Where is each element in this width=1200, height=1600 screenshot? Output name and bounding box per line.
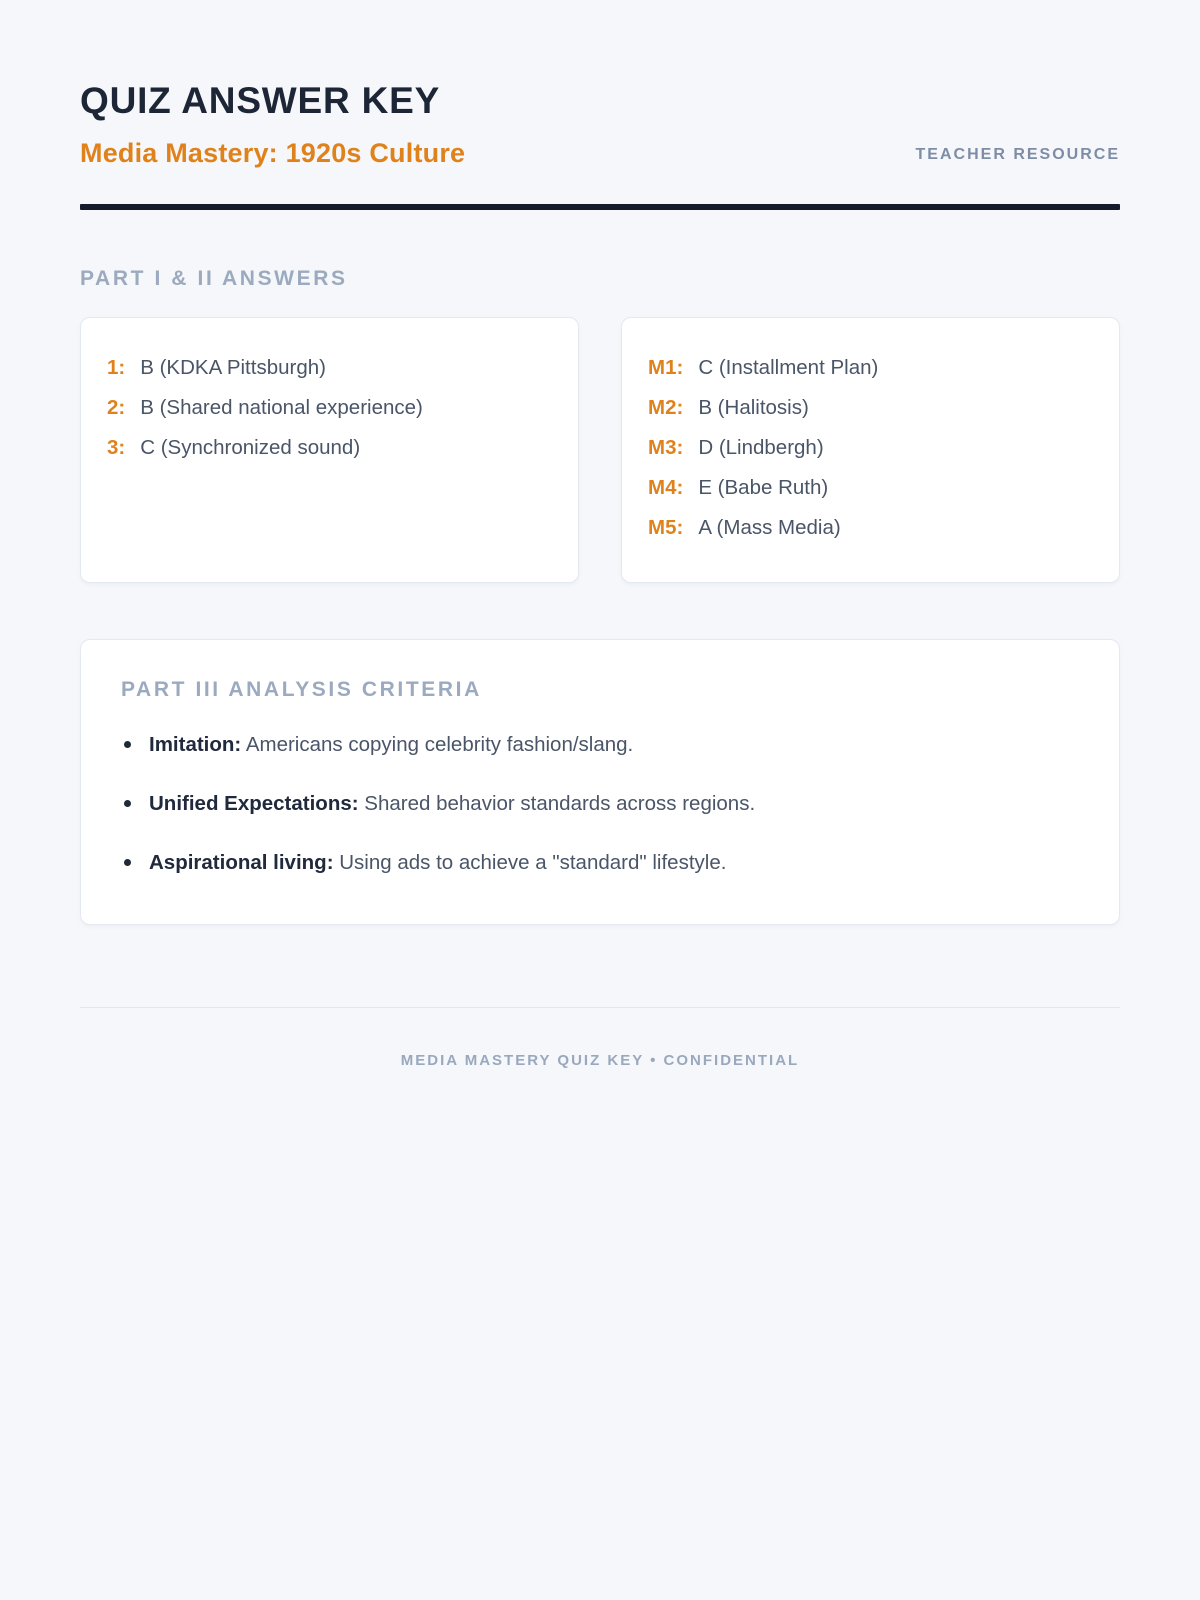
criterion-description: Using ads to achieve a "standard" lifest… xyxy=(339,850,727,874)
answer-text: C (Installment Plan) xyxy=(698,355,879,379)
header: QUIZ ANSWER KEY Media Mastery: 1920s Cul… xyxy=(80,80,1120,169)
bullet-icon xyxy=(124,740,131,748)
criterion-term: Imitation: xyxy=(149,732,242,756)
answer-number: 3: xyxy=(107,435,126,459)
answer-text: B (Halitosis) xyxy=(698,395,809,419)
criterion-term: Unified Expectations: xyxy=(149,791,359,815)
answers-section-heading: PART I & II ANSWERS xyxy=(80,266,348,290)
answer-row: M4: E (Babe Ruth) xyxy=(648,468,1093,508)
answer-number: 2: xyxy=(107,395,126,419)
answer-row: M3: D (Lindbergh) xyxy=(648,428,1093,468)
criterion-description: Americans copying celebrity fashion/slan… xyxy=(245,732,634,756)
criterion-item: Unified Expectations: Shared behavior st… xyxy=(121,791,1079,817)
answer-text: B (KDKA Pittsburgh) xyxy=(140,355,326,379)
criterion-item: Imitation: Americans copying celebrity f… xyxy=(121,732,1079,758)
header-divider xyxy=(80,203,1120,210)
answer-number: M5: xyxy=(648,515,684,539)
bullet-icon xyxy=(124,858,131,866)
page-title: QUIZ ANSWER KEY xyxy=(80,80,441,121)
criterion-term: Aspirational living: xyxy=(149,850,334,874)
page-subtitle: Media Mastery: 1920s Culture xyxy=(80,137,466,168)
part1-answers-card: 1: B (KDKA Pittsburgh) 2: B (Shared nation… xyxy=(80,316,579,583)
answer-number: M4: xyxy=(648,475,684,499)
answer-row: 3: C (Synchronized sound) xyxy=(107,428,552,468)
answer-row: M5: A (Mass Media) xyxy=(648,508,1093,548)
criterion-description: Shared behavior standards across regions… xyxy=(364,791,756,815)
answer-text: B (Shared national experience) xyxy=(140,395,423,419)
answer-row: 1: B (KDKA Pittsburgh) xyxy=(107,348,552,388)
answer-row: 2: B (Shared national experience) xyxy=(107,388,552,428)
analysis-section-heading: PART III ANALYSIS CRITERIA xyxy=(121,677,482,701)
answers-cards-row: 1: B (KDKA Pittsburgh) 2: B (Shared nation… xyxy=(80,316,1120,583)
analysis-criteria-card: PART III ANALYSIS CRITERIA Imitation: Am… xyxy=(80,638,1120,925)
part2-answers-card: M1: C (Installment Plan) M2: B (Halitosis)… xyxy=(621,316,1120,583)
answer-text: A (Mass Media) xyxy=(698,515,841,539)
answer-text: D (Lindbergh) xyxy=(698,435,824,459)
answer-row: M1: C (Installment Plan) xyxy=(648,348,1093,388)
answer-number: M3: xyxy=(648,435,684,459)
answer-row: M2: B (Halitosis) xyxy=(648,388,1093,428)
answer-number: M1: xyxy=(648,355,684,379)
footer-divider xyxy=(80,1006,1120,1008)
answer-text: E (Babe Ruth) xyxy=(698,475,829,499)
teacher-resource-badge: TEACHER RESOURCE xyxy=(915,145,1120,163)
answer-number: 1: xyxy=(107,355,126,379)
criterion-item: Aspirational living: Using ads to achiev… xyxy=(121,850,1079,876)
answer-text: C (Synchronized sound) xyxy=(140,435,361,459)
bullet-icon xyxy=(124,799,131,807)
answer-key-page: QUIZ ANSWER KEY Media Mastery: 1920s Cul… xyxy=(80,80,1120,1069)
criteria-list: Imitation: Americans copying celebrity f… xyxy=(121,732,1079,876)
answer-number: M2: xyxy=(648,395,684,419)
header-titles: QUIZ ANSWER KEY Media Mastery: 1920s Cul… xyxy=(80,80,466,169)
footer-text: MEDIA MASTERY QUIZ KEY • CONFIDENTIAL xyxy=(400,1051,800,1069)
